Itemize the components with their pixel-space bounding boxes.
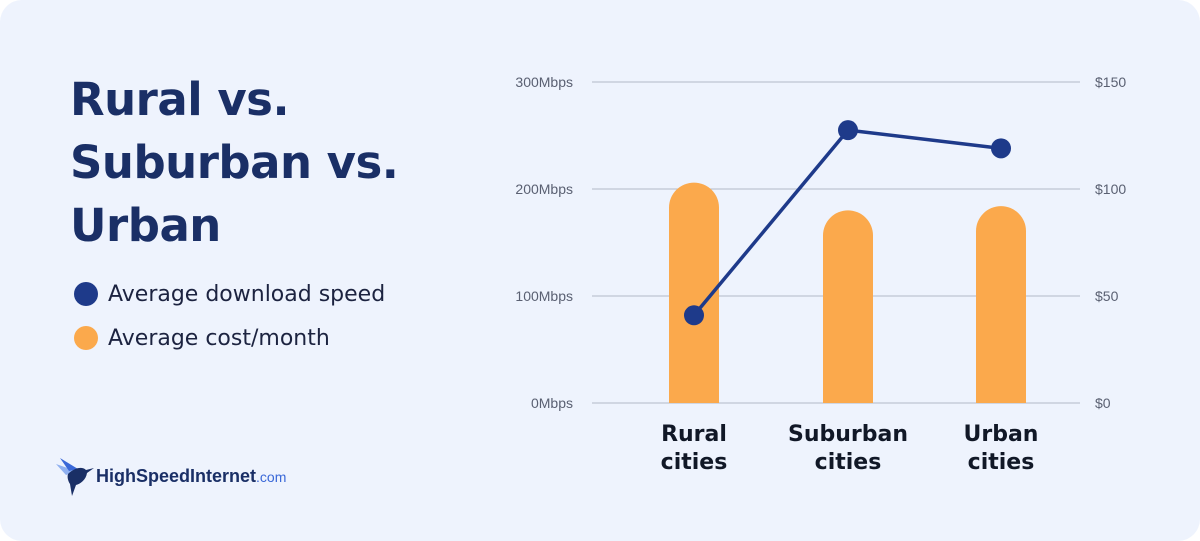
y-left-tick-label: 100Mbps [515, 288, 573, 304]
y-right-tick-label: $100 [1095, 181, 1126, 197]
hummingbird-icon [56, 458, 94, 496]
x-category-label-line: Urban [964, 422, 1039, 447]
bar-cost-month [823, 210, 873, 403]
chart-title: Rural vs. Suburban vs. Urban [70, 73, 399, 252]
y-right-tick-label: $50 [1095, 288, 1119, 304]
legend: Average download speed Average cost/mont… [74, 272, 385, 360]
brand-suffix: .com [256, 468, 287, 485]
x-category-label: Urban cities [964, 422, 1039, 475]
point-download-speed [684, 305, 704, 326]
x-category-label-line: Suburban [788, 422, 908, 447]
legend-item-cost-month: Average cost/month [74, 316, 385, 360]
brand-name: HighSpeedInternet.com [96, 465, 287, 486]
x-category-label-line: cities [815, 450, 882, 475]
point-download-speed [838, 120, 858, 141]
y-right-tick-label: $0 [1095, 395, 1111, 411]
legend-swatch-download-speed [74, 282, 98, 306]
point-download-speed [991, 138, 1011, 159]
legend-label-cost-month: Average cost/month [108, 325, 330, 351]
bar-cost-month [669, 182, 719, 403]
brand-logo: HighSpeedInternet.com [54, 454, 286, 498]
bar-cost-month [976, 206, 1026, 403]
legend-item-download-speed: Average download speed [74, 272, 385, 316]
y-left-tick-label: 200Mbps [515, 181, 573, 197]
x-category-label-line: cities [968, 450, 1035, 475]
y-left-tick-label: 0Mbps [531, 395, 573, 411]
x-category-label-line: Rural [661, 422, 727, 447]
legend-swatch-cost-month [74, 326, 98, 350]
y-left-tick-label: 300Mbps [515, 74, 573, 90]
x-category-label: Rural cities [661, 422, 728, 475]
legend-label-download-speed: Average download speed [108, 281, 386, 307]
x-category-label-line: cities [661, 450, 728, 475]
y-right-tick-label: $150 [1095, 74, 1126, 90]
x-category-label: Suburban cities [788, 422, 908, 475]
